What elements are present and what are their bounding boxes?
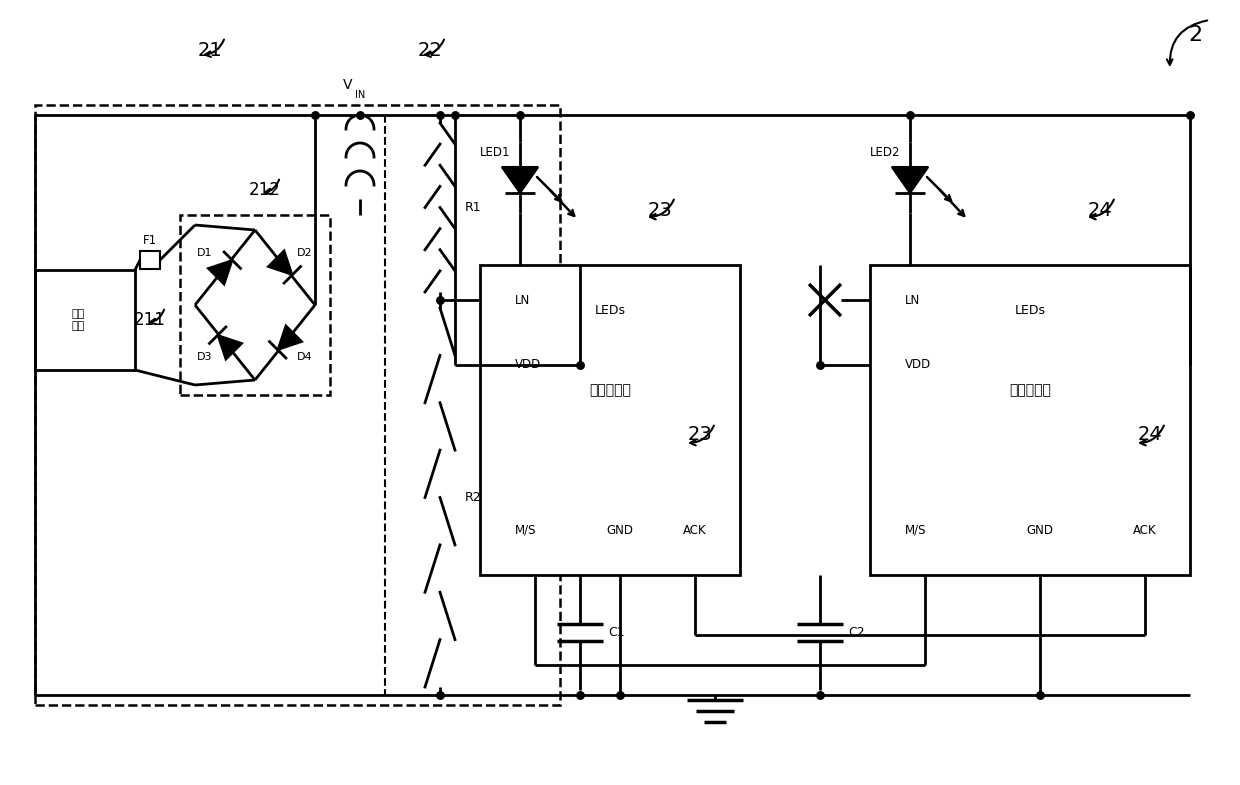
Text: C2: C2 bbox=[848, 626, 864, 639]
Text: 212: 212 bbox=[249, 181, 281, 199]
Text: D1: D1 bbox=[197, 247, 213, 257]
Bar bbox=[480, 265, 740, 575]
Text: D3: D3 bbox=[197, 352, 213, 363]
Text: C1: C1 bbox=[608, 626, 625, 639]
Text: 211: 211 bbox=[134, 311, 166, 329]
Text: R2: R2 bbox=[465, 491, 481, 504]
Bar bbox=[35, 105, 560, 705]
Text: LED1: LED1 bbox=[480, 145, 510, 159]
Text: M/S: M/S bbox=[905, 524, 926, 536]
Text: ACK: ACK bbox=[1133, 524, 1157, 536]
Bar bbox=[870, 265, 1190, 575]
Text: GND: GND bbox=[606, 524, 634, 536]
Polygon shape bbox=[502, 167, 538, 193]
Text: 22: 22 bbox=[418, 41, 443, 60]
Text: 2: 2 bbox=[1188, 25, 1202, 45]
Text: D4: D4 bbox=[298, 352, 312, 363]
Bar bbox=[140, 251, 160, 268]
Text: 21: 21 bbox=[197, 41, 222, 60]
Text: LEDs: LEDs bbox=[1014, 304, 1045, 316]
Text: F1: F1 bbox=[143, 233, 157, 246]
Text: GND: GND bbox=[1027, 524, 1054, 536]
Text: V: V bbox=[342, 78, 352, 92]
Text: LN: LN bbox=[905, 294, 920, 306]
Polygon shape bbox=[278, 326, 303, 350]
Text: 23: 23 bbox=[647, 200, 672, 220]
Text: 交流
电源: 交流 电源 bbox=[72, 309, 84, 330]
Polygon shape bbox=[892, 167, 929, 193]
Text: 从驱动模块: 从驱动模块 bbox=[1009, 383, 1052, 397]
Bar bbox=[180, 215, 330, 395]
Text: R1: R1 bbox=[465, 201, 481, 214]
Text: LED2: LED2 bbox=[869, 145, 900, 159]
Text: VDD: VDD bbox=[515, 359, 541, 371]
Text: 主驱动模块: 主驱动模块 bbox=[589, 383, 631, 397]
Text: VDD: VDD bbox=[905, 359, 931, 371]
Text: LEDs: LEDs bbox=[594, 304, 625, 316]
Text: 24: 24 bbox=[1087, 200, 1112, 220]
Polygon shape bbox=[218, 335, 242, 360]
Text: 23: 23 bbox=[688, 425, 712, 444]
Text: ACK: ACK bbox=[683, 524, 707, 536]
Text: D2: D2 bbox=[298, 247, 312, 257]
Polygon shape bbox=[208, 260, 232, 285]
Text: M/S: M/S bbox=[515, 524, 537, 536]
Text: 24: 24 bbox=[1137, 425, 1162, 444]
Text: IN: IN bbox=[355, 90, 366, 100]
Text: LN: LN bbox=[515, 294, 531, 306]
Polygon shape bbox=[268, 250, 293, 275]
Bar bbox=[35, 270, 135, 370]
